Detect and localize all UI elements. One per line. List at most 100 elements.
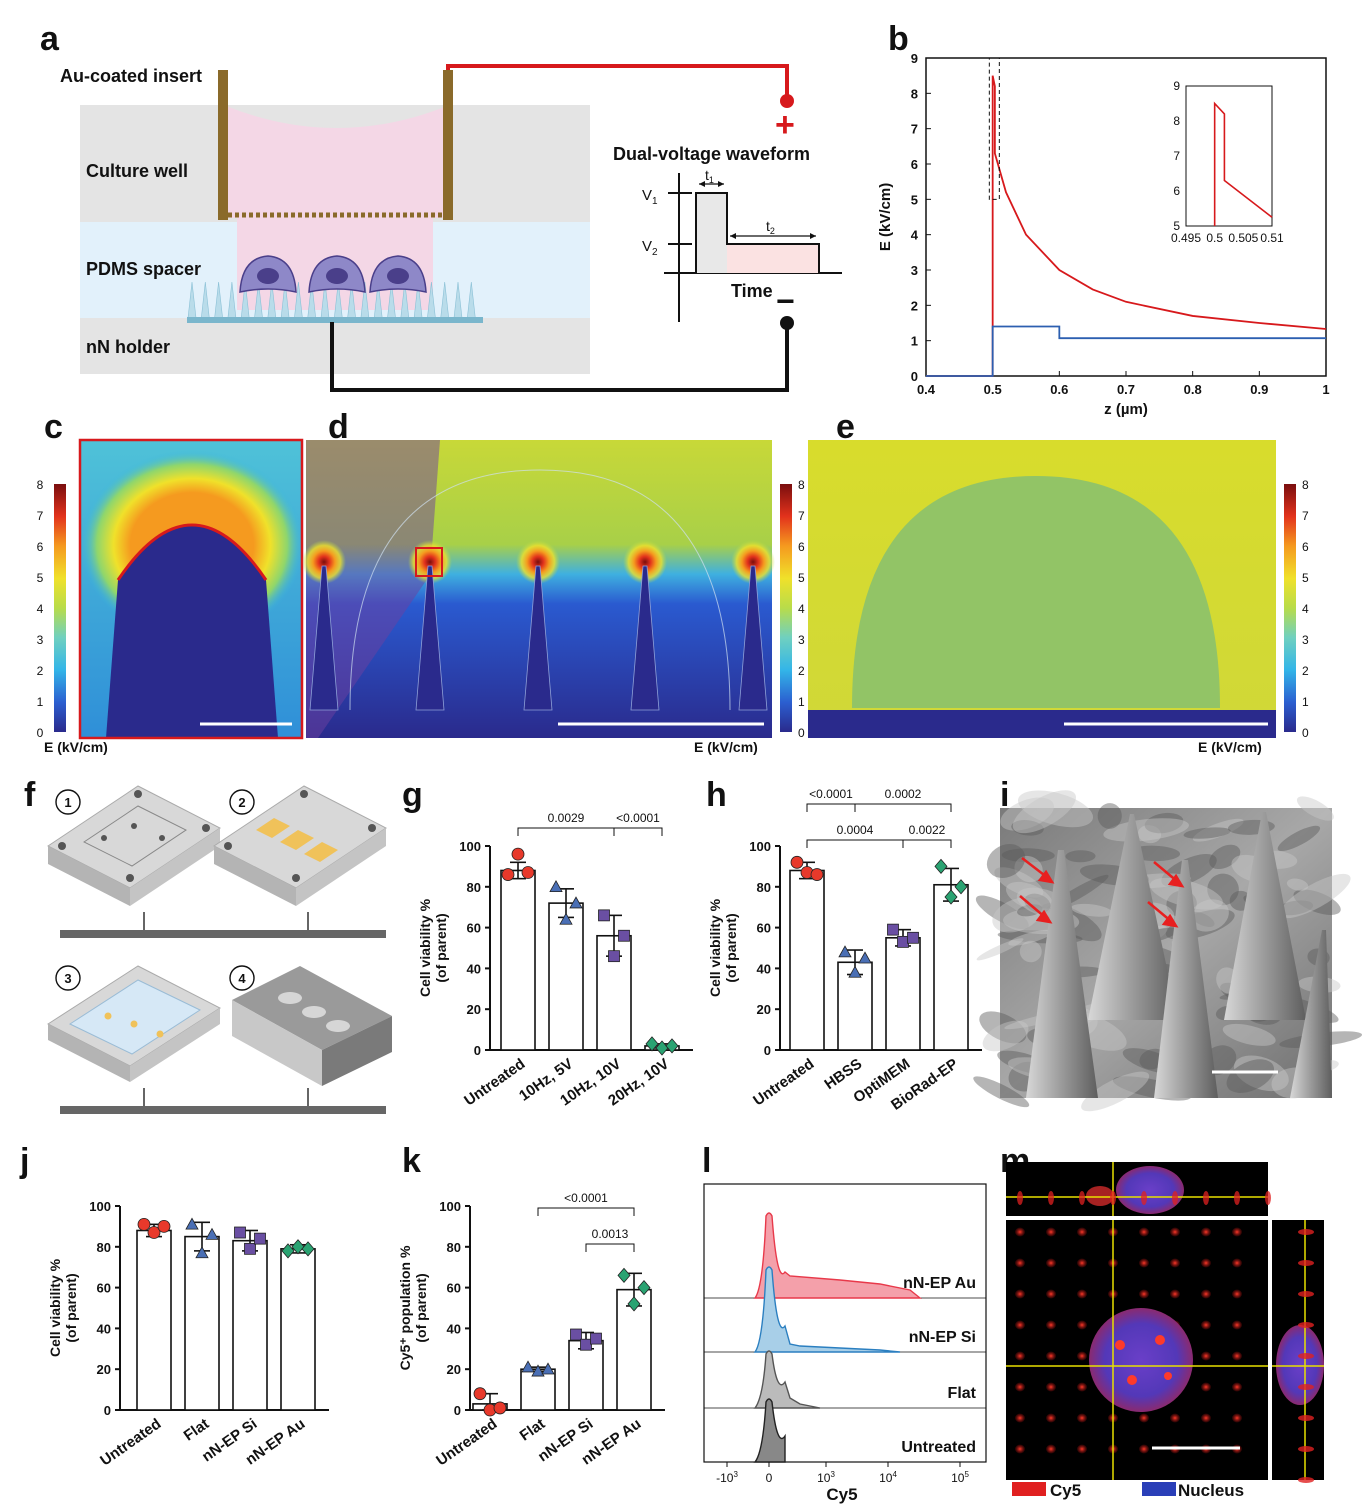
x-tick-label: Untreated: [433, 1415, 500, 1469]
colorbar-tick: 5: [798, 571, 805, 585]
cy5-dot: [1046, 1444, 1056, 1454]
surface-texture: [1103, 818, 1189, 842]
panel-label-i: i: [1000, 776, 1009, 814]
surface-texture: [1189, 899, 1229, 932]
surface-texture: [1226, 1059, 1275, 1093]
cy5-dot: [1017, 1191, 1023, 1205]
v1-label: V1: [642, 187, 658, 207]
data-point: [858, 951, 872, 964]
data-point: [934, 858, 948, 875]
significance-bracket: [854, 803, 952, 812]
y-tick-label: 60: [757, 921, 771, 936]
cy5-dot: [1046, 1351, 1056, 1361]
bar: [500, 869, 536, 1051]
cy5-dot: [1170, 1289, 1180, 1299]
data-point: [570, 1328, 582, 1341]
colorbar-gradient: [1284, 484, 1296, 732]
cy5-dot: [1298, 1260, 1314, 1266]
y-tick-label: 8: [911, 86, 918, 101]
y-tick-label: 100: [89, 1199, 111, 1214]
surface-texture: [975, 895, 1029, 930]
colorbar-c: 8 7 6 5 4 3 2 1 0E (kV/cm): [37, 478, 108, 755]
colorbar-tick: 8: [37, 478, 44, 492]
step-number-1: 1: [55, 789, 81, 815]
t2-label: t2: [766, 218, 775, 236]
data-point: [549, 879, 563, 892]
bar: [136, 1229, 172, 1411]
surface-texture: [1286, 878, 1309, 891]
surface-texture: [976, 938, 1024, 961]
nucleus: [1089, 1308, 1193, 1412]
y-tick-label: 0: [911, 369, 918, 384]
legend-cy5: Cy5: [1050, 1481, 1081, 1500]
colorbar-tick: 5: [37, 571, 44, 585]
series-label: nN-EP Si: [909, 1329, 976, 1346]
surface-texture: [1190, 911, 1215, 928]
cy5-dot: [1046, 1382, 1056, 1392]
data-point: [473, 1387, 487, 1401]
surface-texture: [973, 1076, 1030, 1108]
data-point: [627, 1296, 641, 1312]
data-point: [185, 1217, 199, 1230]
minus-sign: −: [776, 283, 795, 319]
step-number-4: 4: [229, 965, 255, 991]
cy5-dot: [1139, 1413, 1149, 1423]
device-step-2: [213, 785, 387, 906]
inset-x-tick-label: 0.51: [1260, 231, 1284, 245]
svg-text:3: 3: [64, 971, 71, 986]
x-axis-label: z (µm): [1104, 401, 1148, 418]
cy5-dot: [1077, 1289, 1087, 1299]
bar: [789, 869, 825, 1051]
data-point: [848, 965, 862, 978]
colorbar-tick: 1: [1302, 695, 1309, 709]
device-step-3: [47, 965, 221, 1082]
y-tick-label: 100: [459, 839, 481, 854]
histogram-area: [753, 1350, 821, 1409]
culture-well-label: Culture well: [86, 161, 188, 181]
colorbar-e: 8 7 6 5 4 3 2 1 0 E (kV/cm): [1198, 478, 1309, 755]
cy5-dot: [1298, 1229, 1314, 1235]
significance-bracket: [613, 827, 663, 836]
y-axis-label: Cy5⁺ population %: [397, 1245, 413, 1370]
data-point: [618, 929, 630, 942]
data-point: [531, 1364, 545, 1377]
surface-texture: [1144, 812, 1184, 834]
panel-l-histograms: nN-EP Au nN-EP Si Flat Untreated -103 0 103 104…: [703, 1183, 987, 1504]
data-point: [281, 1243, 295, 1259]
data-point: [205, 1227, 219, 1240]
cell-outline: [349, 469, 731, 711]
x-tick-label: 0: [766, 1471, 773, 1485]
data-point: [254, 1232, 266, 1245]
data-point: [907, 931, 919, 944]
cy5-dot: [1110, 1191, 1116, 1205]
x-tick-label: 105: [951, 1470, 969, 1485]
cy5-dot: [1298, 1291, 1314, 1297]
cy5-dot: [1015, 1258, 1025, 1268]
cy5-dot: [1139, 1227, 1149, 1237]
data-point: [617, 1267, 631, 1283]
surface-texture: [1183, 827, 1231, 839]
cy5-dot: [1077, 1382, 1087, 1392]
y-tick-label: 7: [911, 122, 918, 137]
p-value: 0.0013: [592, 1227, 629, 1241]
colorbar-tick: 5: [1302, 571, 1309, 585]
series-label: Flat: [948, 1385, 977, 1402]
cy5-dot: [1015, 1320, 1025, 1330]
cy5-dot: [1015, 1227, 1025, 1237]
panel-i-sem-image: [973, 790, 1363, 1112]
y-tick-label: 20: [97, 1362, 111, 1377]
y-axis-label-2: (of parent): [433, 913, 449, 982]
cy5-dot: [1079, 1191, 1085, 1205]
cy5-dot: [1015, 1444, 1025, 1454]
data-point: [665, 1038, 679, 1054]
surface-texture: [1222, 1023, 1276, 1046]
cy5-swatch: [1012, 1482, 1046, 1496]
x-tick-label: 1: [1322, 382, 1329, 397]
colorbar-tick: 7: [37, 509, 44, 523]
cy5-dot: [1077, 1351, 1087, 1361]
data-point: [234, 1226, 246, 1239]
colorbar-tick: 0: [1302, 726, 1309, 740]
inset-y-tick-label: 6: [1173, 184, 1180, 198]
colorbar-tick: 2: [37, 664, 44, 678]
cy5-dot: [1203, 1191, 1209, 1205]
